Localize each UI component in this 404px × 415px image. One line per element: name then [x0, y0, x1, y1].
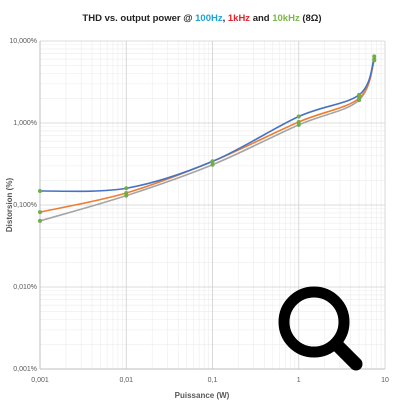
- magnifier-icon: [278, 286, 363, 371]
- y-tick-label: 0,001%: [13, 366, 37, 373]
- y-tick-label: 10,000%: [9, 38, 37, 45]
- y-tick-label: 1,000%: [13, 120, 37, 127]
- series-line: [39, 58, 375, 193]
- plot: [38, 54, 377, 223]
- data-point: [357, 98, 362, 103]
- title-part: (8Ω): [302, 13, 321, 24]
- y-tick-label: 0,100%: [13, 202, 37, 209]
- series-line: [39, 60, 375, 213]
- data-point: [38, 189, 42, 194]
- data-point: [372, 58, 377, 63]
- x-tick-label: 0,1: [208, 377, 218, 384]
- data-point: [296, 114, 301, 119]
- title-part: THD vs. output power @: [82, 13, 195, 24]
- chart-title: THD vs. output power @ 100Hz, 1kHz and 1…: [82, 13, 321, 24]
- title-part: and: [253, 13, 273, 24]
- data-point: [124, 186, 129, 191]
- data-point: [296, 122, 301, 127]
- series-line: [39, 56, 375, 222]
- data-point: [38, 210, 42, 215]
- data-point: [296, 119, 301, 124]
- x-axis-title: Puissance (W): [175, 391, 230, 400]
- grid: [39, 40, 386, 370]
- x-tick-label: 10: [381, 377, 389, 384]
- title-part: 100Hz: [195, 13, 223, 24]
- data-point: [38, 218, 42, 223]
- magnifier-lens: [278, 286, 350, 358]
- x-tick-label: 1: [297, 377, 301, 384]
- y-axis-title: Distorsion (%): [5, 178, 14, 233]
- data-point: [357, 92, 362, 97]
- magnifier-handle: [329, 337, 363, 371]
- title-part: 10kHz: [272, 13, 302, 24]
- title-part: 1kHz: [228, 13, 253, 24]
- data-point: [210, 162, 215, 167]
- title-part: ,: [223, 13, 228, 24]
- data-point: [210, 159, 215, 164]
- y-tick-label: 0,010%: [13, 284, 37, 291]
- data-point: [124, 193, 129, 198]
- x-tick-label: 0,01: [119, 377, 133, 384]
- data-point: [372, 54, 377, 59]
- x-tick-label: 0,001: [31, 377, 49, 384]
